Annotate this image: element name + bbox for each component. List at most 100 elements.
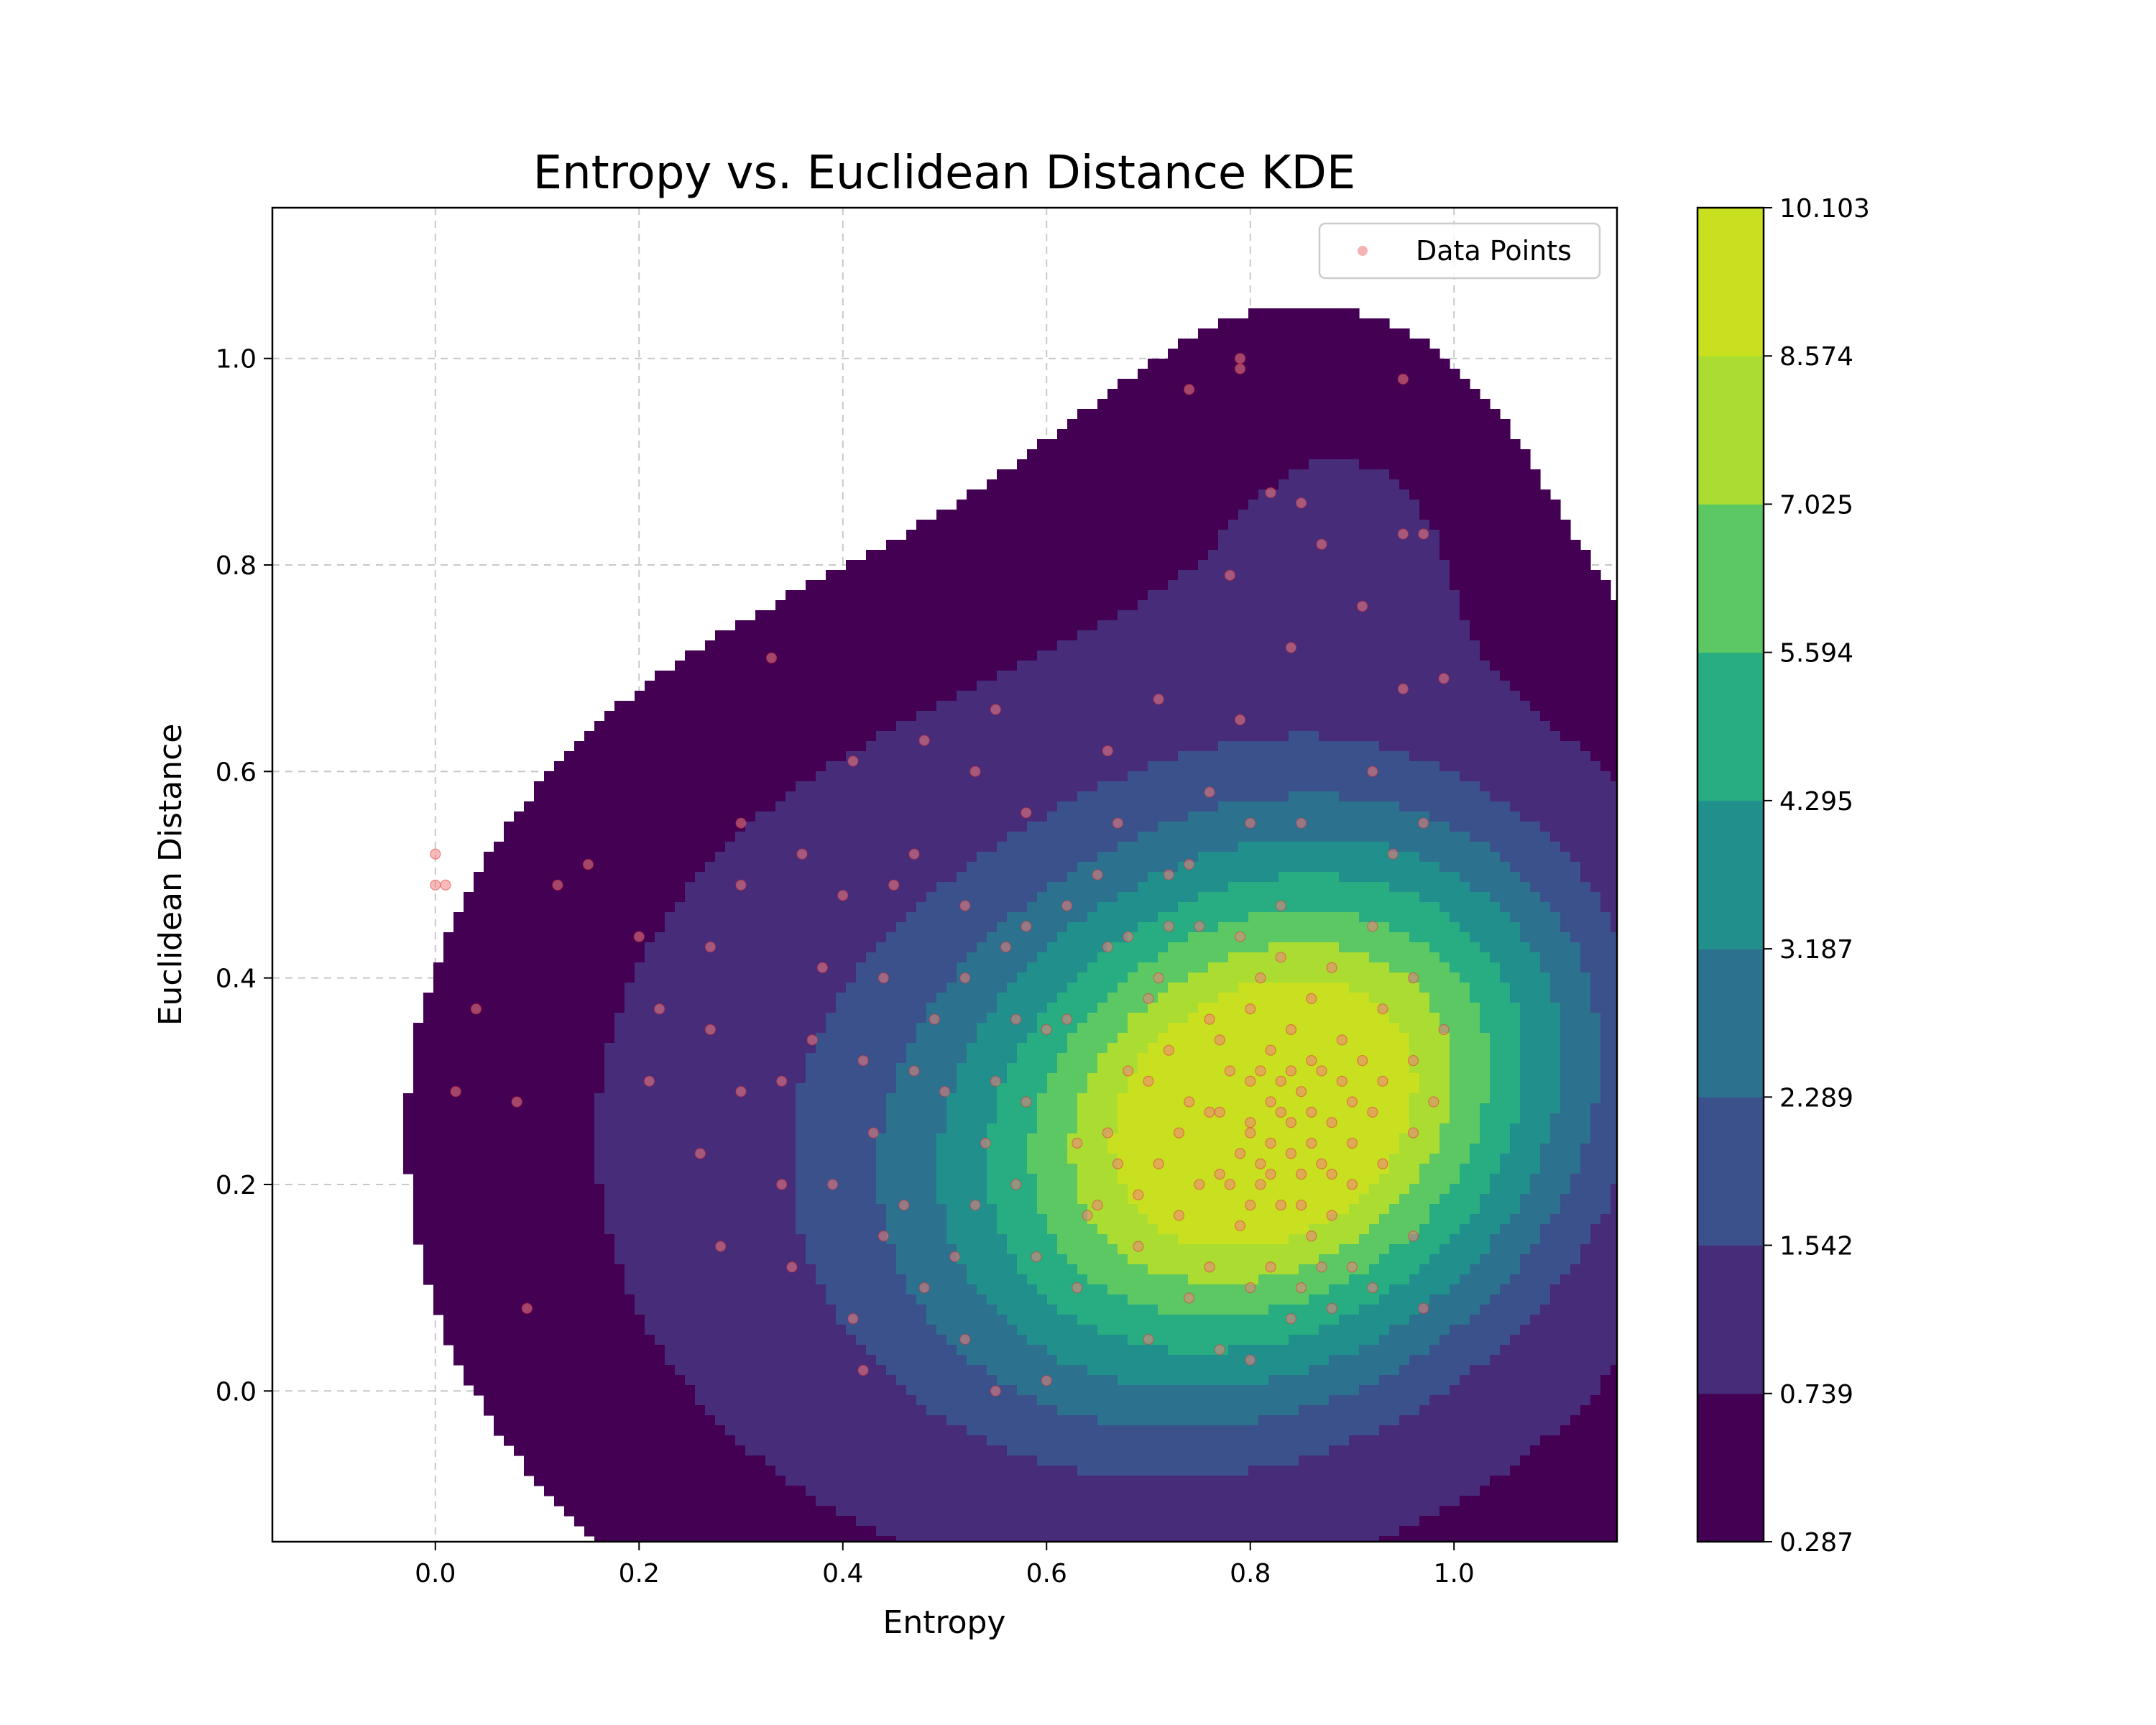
kde-cell	[745, 1516, 756, 1527]
kde-cell	[957, 1154, 967, 1164]
kde-cell	[514, 872, 525, 883]
kde-cell	[614, 791, 625, 802]
kde-cell	[1007, 610, 1018, 621]
kde-cell	[1007, 932, 1018, 943]
kde-cell	[554, 972, 565, 983]
kde-cell	[906, 550, 917, 561]
kde-cell	[896, 1214, 907, 1225]
kde-cell	[836, 1455, 847, 1466]
kde-cell	[755, 1053, 766, 1064]
kde-cell	[645, 1003, 655, 1013]
kde-cell	[534, 962, 545, 973]
kde-cell	[524, 922, 535, 933]
kde-cell	[926, 761, 937, 772]
kde-cell	[715, 1174, 726, 1184]
kde-cell	[896, 1415, 907, 1426]
kde-cell	[967, 1405, 977, 1416]
kde-cell	[614, 1073, 625, 1084]
kde-cell	[765, 942, 776, 953]
kde-cell	[997, 1486, 1008, 1496]
kde-cell	[946, 983, 957, 993]
kde-cell	[655, 741, 665, 752]
kde-cell	[826, 811, 837, 822]
kde-cell	[957, 1023, 967, 1034]
kde-cell	[584, 1325, 595, 1335]
kde-cell	[866, 701, 877, 712]
kde-cell	[916, 1194, 927, 1205]
kde-cell	[604, 1526, 615, 1537]
kde-cell	[675, 1476, 686, 1486]
kde-cell	[987, 600, 998, 611]
kde-cell	[916, 1113, 927, 1124]
kde-cell	[645, 691, 655, 702]
kde-cell	[594, 1536, 605, 1542]
kde-cell	[836, 1365, 847, 1376]
kde-cell	[695, 1355, 706, 1366]
kde-cell	[916, 1455, 927, 1466]
kde-cell	[554, 1476, 565, 1486]
kde-cell	[816, 1445, 826, 1456]
kde-cell	[967, 1093, 977, 1104]
kde-cell	[594, 1204, 605, 1215]
kde-cell	[775, 1305, 786, 1315]
kde-cell	[715, 721, 726, 732]
kde-cell	[957, 650, 967, 661]
kde-cell	[564, 1395, 575, 1406]
kde-cell	[906, 540, 917, 551]
kde-cell	[494, 942, 505, 953]
kde-cell	[715, 671, 726, 681]
kde-cell	[614, 1144, 625, 1154]
kde-cell	[635, 761, 645, 772]
kde-cell	[675, 832, 686, 842]
kde-cell	[987, 1224, 998, 1235]
kde-cell	[1007, 530, 1018, 540]
kde-cell	[936, 610, 947, 621]
kde-cell	[846, 1335, 857, 1346]
kde-cell	[906, 832, 917, 842]
kde-cell	[474, 1113, 484, 1124]
kde-cell	[856, 1496, 867, 1506]
kde-cell	[997, 1194, 1008, 1205]
kde-cell	[745, 1496, 756, 1506]
kde-cell	[997, 1204, 1008, 1215]
kde-cell	[896, 1294, 907, 1305]
kde-cell	[967, 842, 977, 852]
kde-cell	[423, 1033, 434, 1044]
kde-cell	[725, 882, 736, 893]
kde-cell	[514, 912, 525, 923]
kde-cell	[524, 842, 535, 852]
kde-cell	[846, 1305, 857, 1315]
kde-cell	[866, 1073, 877, 1084]
kde-cell	[936, 590, 947, 601]
kde-cell	[645, 1113, 655, 1124]
kde-cell	[997, 1133, 1008, 1144]
kde-cell	[745, 771, 756, 782]
kde-cell	[614, 1234, 625, 1245]
kde-cell	[574, 1335, 585, 1346]
kde-cell	[906, 600, 917, 611]
kde-cell	[876, 1315, 887, 1325]
kde-cell	[484, 902, 494, 913]
kde-cell	[896, 681, 907, 691]
kde-cell	[604, 1294, 615, 1305]
kde-cell	[625, 751, 635, 762]
kde-cell	[584, 1234, 595, 1245]
kde-cell	[816, 1274, 826, 1285]
kde-cell	[715, 1214, 726, 1225]
kde-cell	[433, 1194, 444, 1205]
kde-cell	[484, 993, 494, 1003]
kde-cell	[755, 1083, 766, 1094]
kde-cell	[957, 1506, 967, 1517]
kde-cell	[775, 1425, 786, 1436]
kde-cell	[735, 781, 746, 792]
kde-cell	[987, 1093, 998, 1104]
kde-cell	[504, 1103, 515, 1114]
kde-cell	[484, 932, 494, 943]
kde-cell	[856, 1214, 867, 1225]
kde-cell	[705, 1345, 716, 1356]
kde-cell	[594, 1405, 605, 1416]
kde-cell	[625, 862, 635, 873]
kde-cell	[866, 671, 877, 681]
kde-cell	[896, 771, 907, 782]
kde-cell	[715, 1476, 726, 1486]
